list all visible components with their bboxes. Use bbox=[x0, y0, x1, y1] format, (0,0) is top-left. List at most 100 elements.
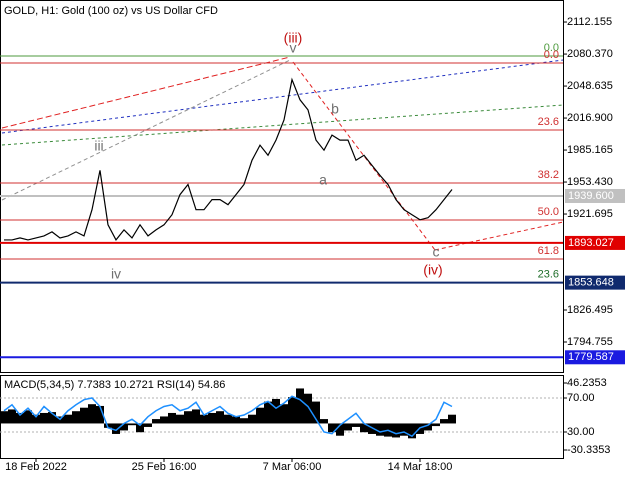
macd-bar bbox=[168, 412, 176, 424]
macd-bar bbox=[392, 423, 400, 438]
wave-label: iii bbox=[94, 138, 103, 154]
plot-area: 18 Feb 2022 25 Feb 16:00 7 Mar 06:00 14 Mar… bbox=[0, 16, 625, 473]
macd-bar bbox=[232, 416, 240, 424]
macd-bar bbox=[280, 404, 288, 424]
trend-line bbox=[1, 59, 564, 134]
wave-label: (iii) bbox=[284, 30, 303, 46]
macd-bar bbox=[192, 409, 200, 424]
macd-bar bbox=[160, 416, 168, 424]
macd-bar bbox=[200, 414, 208, 424]
y-tick-label: -30.3353 bbox=[567, 444, 610, 456]
price-marker bbox=[565, 235, 625, 250]
macd-bar bbox=[144, 423, 152, 427]
macd-bar bbox=[24, 410, 32, 424]
y-tick-label: 2016.900 bbox=[567, 112, 613, 124]
macd-bar bbox=[440, 419, 448, 424]
macd-bar bbox=[432, 423, 440, 427]
macd-bar bbox=[304, 393, 312, 424]
macd-bar bbox=[136, 423, 144, 433]
macd-bar bbox=[320, 419, 328, 424]
macd-bar bbox=[408, 423, 416, 439]
macd-bar bbox=[48, 412, 56, 424]
trend-line bbox=[434, 221, 564, 251]
macd-bar bbox=[184, 411, 192, 424]
wave-label: v bbox=[290, 40, 297, 56]
y-tick-label: 1985.165 bbox=[567, 144, 613, 156]
price-marker-label: 1779.587 bbox=[568, 351, 614, 363]
macd-bar bbox=[288, 397, 296, 424]
macd-bar bbox=[208, 412, 216, 424]
macd-bar bbox=[424, 423, 432, 431]
level-label: 0.0 bbox=[544, 49, 559, 61]
trend-line bbox=[1, 104, 564, 146]
macd-bar bbox=[248, 414, 256, 424]
x-tick-label: 14 Mar 18:00 bbox=[388, 461, 453, 473]
level-label: 50.0 bbox=[538, 206, 559, 218]
macd-bar bbox=[352, 423, 360, 427]
level-label: 38.2 bbox=[538, 169, 559, 181]
macd-bar bbox=[336, 423, 344, 436]
x-tick-label: 18 Feb 2022 bbox=[5, 461, 67, 473]
trend-line bbox=[1, 56, 291, 129]
level-label: 61.8 bbox=[538, 245, 559, 257]
wave-label: a bbox=[319, 172, 327, 188]
indicator-title: MACD(5,34,5) 7.7383 10.2721 RSI(14) 54.8… bbox=[4, 379, 225, 391]
y-tick-label: 1826.495 bbox=[567, 304, 613, 316]
macd-bar bbox=[272, 398, 280, 424]
macd-bar bbox=[32, 414, 40, 424]
y-tick-label: 46.2353 bbox=[567, 377, 607, 389]
y-tick-label: 1921.695 bbox=[567, 208, 613, 220]
price-panel bbox=[0, 0, 564, 373]
macd-bar bbox=[368, 423, 376, 434]
price-marker bbox=[565, 188, 625, 203]
macd-bar bbox=[360, 423, 368, 433]
macd-bar bbox=[152, 419, 160, 424]
level-label: 23.6 bbox=[538, 116, 559, 128]
macd-bar bbox=[8, 409, 16, 424]
level-label: 0.0 bbox=[544, 42, 559, 54]
macd-bar bbox=[312, 401, 320, 424]
macd-bar bbox=[344, 423, 352, 431]
macd-bar bbox=[376, 423, 384, 436]
price-line bbox=[4, 77, 453, 242]
x-tick-label: 7 Mar 06:00 bbox=[263, 461, 322, 473]
macd-bar bbox=[88, 404, 96, 424]
macd-bar bbox=[120, 423, 128, 431]
macd-bar bbox=[176, 414, 184, 424]
macd-bar bbox=[240, 418, 248, 424]
y-tick-label: 2112.155 bbox=[567, 16, 612, 28]
macd-bar bbox=[64, 414, 72, 424]
x-tick-label: 25 Feb 16:00 bbox=[132, 461, 197, 473]
macd-bar bbox=[328, 423, 336, 433]
y-tick-label: 2048.635 bbox=[567, 80, 613, 92]
level-label: 23.6 bbox=[538, 269, 559, 281]
price-marker-label: 1853.648 bbox=[568, 277, 614, 289]
chart-title: GOLD, H1: Gold (100 oz) vs US Dollar CFD bbox=[4, 5, 218, 17]
macd-bar bbox=[448, 414, 456, 424]
macd-bar bbox=[256, 407, 264, 424]
macd-bar bbox=[296, 388, 304, 424]
macd-bar bbox=[128, 423, 136, 426]
macd-bar bbox=[40, 412, 48, 424]
price-marker-label: 1893.027 bbox=[568, 237, 614, 249]
macd-bar bbox=[96, 405, 104, 424]
wave-label: (iv) bbox=[423, 262, 442, 278]
wave-label: b bbox=[331, 101, 339, 117]
macd-bar bbox=[216, 411, 224, 424]
rsi-line bbox=[3, 395, 453, 438]
macd-bar bbox=[72, 411, 80, 424]
wave-label: c bbox=[433, 244, 440, 260]
macd-bar bbox=[0, 411, 8, 424]
price-marker-label: 1939.600 bbox=[568, 190, 614, 202]
y-tick-label: 30.00 bbox=[567, 426, 595, 438]
y-tick-label: 70.00 bbox=[567, 392, 595, 404]
y-tick-label: 2080.370 bbox=[567, 48, 613, 60]
y-tick-label: 1953.430 bbox=[567, 176, 613, 188]
wave-label: iv bbox=[111, 266, 121, 282]
price-marker bbox=[565, 350, 625, 365]
macd-bar bbox=[264, 401, 272, 424]
macd-bar bbox=[224, 414, 232, 424]
